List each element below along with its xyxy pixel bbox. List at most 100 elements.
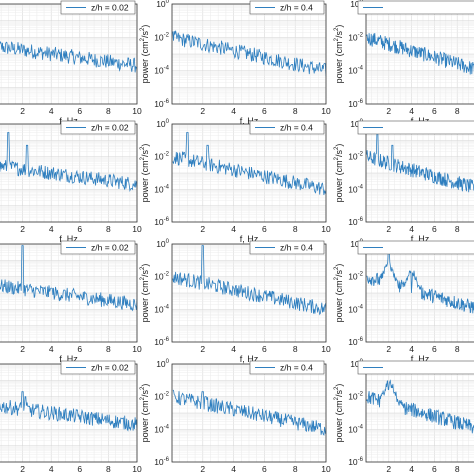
x-tick-label: 2 <box>386 224 391 234</box>
x-tick-label: 2 <box>200 344 205 354</box>
x-tick-label: 6 <box>77 106 82 116</box>
legend-label: z/h = 0.4 <box>280 363 313 373</box>
spectrum-line <box>172 389 326 436</box>
y-tick-label: 10-6 <box>154 337 169 347</box>
x-tick-label: 4 <box>49 224 54 234</box>
x-tick-label: 8 <box>106 106 111 116</box>
x-tick-label: 10 <box>321 106 331 116</box>
legend-label: z/h = 0.02 <box>91 3 129 13</box>
y-tick-label: 10-6 <box>348 337 363 347</box>
panel-r2-c1: 2 4 6 8 10 f, Hz z/h = 0.02 <box>0 120 142 244</box>
panel-r3-c1: 2 4 6 8 10 f, Hz z/h = 0.02 <box>0 240 142 364</box>
y-axis-label: power (cm2/s2) <box>140 384 150 443</box>
x-tick-label: 8 <box>293 464 298 474</box>
y-tick-label: 10-6 <box>348 457 363 467</box>
x-axis-label: f, Hz <box>411 234 430 244</box>
y-axis-label: power (cm2/s2) <box>140 25 150 84</box>
x-tick-label: 2 <box>200 464 205 474</box>
x-tick-label: 6 <box>77 464 82 474</box>
x-tick-label: 8 <box>293 106 298 116</box>
legend-box <box>249 120 325 135</box>
y-tick-label: 10-4 <box>154 184 169 194</box>
spectrum-line <box>366 32 474 75</box>
legend-box <box>249 0 325 15</box>
legend-box <box>249 360 325 375</box>
y-tick-label: 10-2 <box>154 32 169 42</box>
x-tick-label: 4 <box>231 344 236 354</box>
x-tick-label: 2 <box>200 224 205 234</box>
spectrum-line <box>366 250 474 314</box>
legend-box <box>60 0 136 15</box>
y-tick-label: 10-6 <box>154 457 169 467</box>
legend-label: z/h = 0.4 <box>280 243 313 253</box>
spectrum-line <box>0 40 137 73</box>
x-tick-label: 8 <box>455 464 460 474</box>
x-axis-label: f, Hz <box>59 354 78 364</box>
legend-label: z/h = 0.02 <box>91 363 129 373</box>
x-axis-label: f, Hz <box>240 116 259 126</box>
y-axis-label: power (cm2/s2) <box>334 264 344 323</box>
x-tick-label: 10 <box>321 344 331 354</box>
x-tick-label: 6 <box>432 464 437 474</box>
y-tick-label: 10-4 <box>348 304 363 314</box>
axes-frame <box>171 363 327 463</box>
y-tick-label: 100 <box>156 239 169 249</box>
axes-frame <box>171 243 327 343</box>
x-tick-label: 4 <box>409 106 414 116</box>
x-tick-label: 6 <box>77 344 82 354</box>
y-tick-label: 10-4 <box>154 304 169 314</box>
x-tick-label: 8 <box>106 224 111 234</box>
y-tick-label: 10-6 <box>348 217 363 227</box>
legend-label: z/h = 0.02 <box>91 243 129 253</box>
axes-frame <box>171 123 327 223</box>
spectrum-line <box>366 379 474 434</box>
y-tick-label: 100 <box>156 0 169 9</box>
legend-box <box>357 240 474 255</box>
y-tick-label: 10-6 <box>154 217 169 227</box>
x-tick-label: 2 <box>20 344 25 354</box>
y-tick-label: 100 <box>156 359 169 369</box>
x-tick-label: 4 <box>409 464 414 474</box>
x-tick-label: 2 <box>386 106 391 116</box>
legend-box <box>60 120 136 135</box>
y-tick-label: 10-4 <box>154 66 169 76</box>
panel-r1-c2: 2 4 6 8 10 f, Hz 10-6 10-4 10-2 100 power (cm2/s2)… <box>140 0 331 126</box>
spectrum-line <box>172 132 326 196</box>
x-tick-label: 8 <box>455 224 460 234</box>
x-tick-label: 6 <box>262 224 267 234</box>
x-tick-label: 10 <box>321 464 331 474</box>
y-tick-label: 10-4 <box>348 424 363 434</box>
x-tick-label: 2 <box>386 464 391 474</box>
y-axis-label: power (cm2/s2) <box>334 384 344 443</box>
axes-frame <box>171 3 327 105</box>
legend-box <box>357 0 474 15</box>
x-axis-label: f, Hz <box>240 354 259 364</box>
x-tick-label: 8 <box>293 224 298 234</box>
x-tick-label: 2 <box>386 344 391 354</box>
x-tick-label: 6 <box>262 464 267 474</box>
x-tick-label: 2 <box>20 224 25 234</box>
spectrum-line <box>172 30 326 77</box>
y-tick-label: 10-6 <box>154 99 169 109</box>
x-tick-label: 4 <box>231 224 236 234</box>
y-axis-label: power (cm2/s2) <box>140 264 150 323</box>
spectrum-line <box>172 245 326 316</box>
panel-r2-c2: 2 4 6 8 10 f, Hz 10-6 10-4 10-2 100 power (cm2/s2)… <box>140 119 331 244</box>
y-axis-label: power (cm2/s2) <box>140 144 150 203</box>
spectrum-line <box>0 391 137 432</box>
x-tick-label: 4 <box>409 344 414 354</box>
x-tick-label: 8 <box>106 464 111 474</box>
x-tick-label: 6 <box>432 344 437 354</box>
x-tick-label: 4 <box>49 106 54 116</box>
y-tick-label: 10-4 <box>348 184 363 194</box>
y-tick-label: 10-2 <box>348 32 363 42</box>
legend-box <box>357 120 474 135</box>
